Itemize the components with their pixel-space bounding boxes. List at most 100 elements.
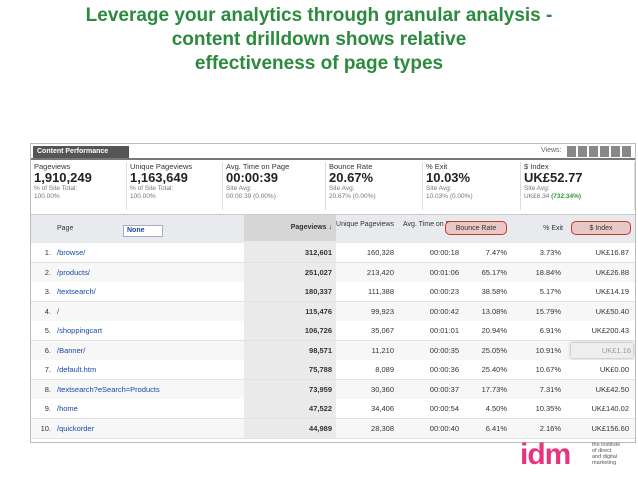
table-cell: 111,388 xyxy=(368,287,394,296)
table-cell: 00:00:40 xyxy=(429,423,459,433)
page-link[interactable]: /products/ xyxy=(57,267,90,277)
table-cell: 312,601 xyxy=(304,248,332,257)
table-cell: 30,360 xyxy=(371,384,394,394)
metric-sub: 100.00% xyxy=(130,193,156,200)
table-cell: 00:01:06 xyxy=(429,267,459,277)
column-header[interactable]: Bounce Rate xyxy=(445,221,507,235)
table-cell: 6.91% xyxy=(539,326,561,335)
metric-sub-line: 20.67% (0.00%) xyxy=(329,193,422,201)
table-cell: 6.41% xyxy=(485,423,507,433)
table-cell: 00:00:54 xyxy=(429,404,459,413)
table-cell: 18.84% xyxy=(535,267,561,277)
logo-line: of direct xyxy=(592,448,612,454)
metric-value: 10.03% xyxy=(426,170,471,185)
column-header[interactable]: % Exit xyxy=(543,225,563,232)
page-link[interactable]: /textsearch/ xyxy=(57,287,96,296)
summary-metric: $ Index UK£52.77 Site Avg: UK£6.34 (732.34%… xyxy=(521,162,635,210)
summary-metric: Pageviews 1,910,249% of Site Total: 100.00… xyxy=(31,162,127,210)
column-header[interactable]: Avg. Time on Page xyxy=(402,221,462,228)
table-row: 8. /textsearch?eSearch=Products 73,959 30,3… xyxy=(31,379,635,400)
metric-sub: % of Site Total: xyxy=(34,185,78,192)
metric-value: 20.67% xyxy=(329,170,374,185)
table-cell: 160,328 xyxy=(366,248,394,257)
sorted-column-bg xyxy=(244,340,336,360)
table-cell: 2.16% xyxy=(539,423,561,433)
column-header[interactable]: $ Index xyxy=(571,221,631,235)
column-header[interactable]: Pageviews ↓ xyxy=(244,215,336,241)
page-link[interactable]: /shoppingcart xyxy=(57,326,103,335)
sorted-column-bg xyxy=(244,262,336,282)
page-link[interactable]: /home xyxy=(57,404,78,413)
metric-sub-line: 10.03% (0.00%) xyxy=(426,193,520,201)
analytics-screenshot: Content Performance Views: Page None Pagev… xyxy=(30,143,636,443)
metric-sub: 00:00:39 (0.00%) xyxy=(226,193,276,200)
table-row: 7. /default.htm 75,788 8,089 00:00:36 25.40% 1… xyxy=(31,360,635,380)
table-cell: UK£200.43 xyxy=(591,326,629,335)
table-cell: UK£16.87 xyxy=(595,248,629,257)
metric-sub: Site Avg: xyxy=(524,185,550,192)
metric-sub-line: UK£6.34 (732.34%) xyxy=(524,193,634,201)
logo: idm the institute of direct and digital … xyxy=(520,438,632,476)
table-cell: 7.47% xyxy=(485,248,507,257)
table-cell: 00:00:36 xyxy=(429,365,459,374)
table-cell: 28,308 xyxy=(371,423,394,433)
table-cell: 4. xyxy=(44,306,51,316)
sorted-column-bg xyxy=(244,418,336,438)
table-row: 4. / 115,476 99,923 00:00:42 13.08% 15.79% UK£5… xyxy=(31,301,635,322)
table-header: Page None Pageviews ↓ Unique Pageviews Avg. … xyxy=(31,214,635,244)
metric-change: (732.34%) xyxy=(551,193,582,200)
metric-sub: Site Avg: xyxy=(426,185,452,192)
metric-label: Pageviews xyxy=(34,162,71,171)
table-cell: 10.35% xyxy=(535,404,561,413)
sorted-column-bg xyxy=(244,321,336,340)
metric-value: 00:00:39 xyxy=(226,170,279,185)
logo-line: the institute xyxy=(592,442,621,448)
metric-label: Bounce Rate xyxy=(329,162,373,171)
table-cell: 00:00:37 xyxy=(429,384,459,394)
page-link[interactable]: /quickorder xyxy=(57,423,95,433)
table-cell: UK£156.60 xyxy=(591,423,629,433)
table-cell: 98,571 xyxy=(309,345,332,355)
table-cell: 4.50% xyxy=(485,404,507,413)
logo-line: marketing xyxy=(592,460,617,466)
table-cell: 10.91% xyxy=(535,345,561,355)
table-cell: UK£26.88 xyxy=(595,267,629,277)
table-cell: 115,476 xyxy=(305,306,332,316)
title-line: effectiveness of page types xyxy=(194,53,444,74)
page-link[interactable]: / xyxy=(57,306,60,316)
table-cell: 251,027 xyxy=(304,267,332,277)
panel-tab[interactable]: Content Performance xyxy=(33,146,129,158)
page-link[interactable]: /browse/ xyxy=(57,248,86,257)
page-link[interactable]: /default.htm xyxy=(57,365,97,374)
table-cell: 9. xyxy=(44,404,51,413)
title-line: content drilldown shows relative xyxy=(171,29,467,50)
metric-value: 1,910,249 xyxy=(34,170,92,185)
column-header[interactable]: None xyxy=(123,225,163,237)
table-cell: 17.73% xyxy=(481,384,507,394)
table-row: 3. /textsearch/180,337 111,388 00:00:23 38.5… xyxy=(31,282,635,302)
page-link[interactable]: /Banner/ xyxy=(57,345,86,355)
summary-metric: % Exit 10.03% Site Avg: 10.03% (0.00%) xyxy=(423,162,521,210)
sorted-column-bg xyxy=(244,301,336,321)
panel-bar xyxy=(31,158,635,160)
table-cell: 3. xyxy=(44,287,51,296)
table-cell: UK£42.50 xyxy=(595,384,629,394)
table-cell: 15.79% xyxy=(535,306,561,316)
table-cell: 11,210 xyxy=(371,345,394,355)
table-cell: 47,522 xyxy=(309,404,332,413)
page-link[interactable]: /textsearch?eSearch=Products xyxy=(57,384,160,394)
logo-text: the institute of direct and digital mark… xyxy=(592,442,620,466)
table-cell: 8,089 xyxy=(375,365,394,374)
column-header[interactable]: Unique Pageviews xyxy=(336,221,394,228)
metric-sub-line: 100.00% xyxy=(34,193,126,201)
metric-sub: % of Site Total: xyxy=(130,185,174,192)
table-cell: 00:00:18 xyxy=(429,248,459,257)
table-cell: 106,726 xyxy=(304,326,332,335)
summary-metric: Unique Pageviews 1,163,649% of Site Total… xyxy=(127,162,223,210)
table-cell: 99,923 xyxy=(371,306,394,316)
column-header[interactable]: Page xyxy=(57,225,74,232)
view-icons[interactable] xyxy=(567,146,631,157)
table-cell: 5. xyxy=(44,326,51,335)
sorted-column-bg xyxy=(244,399,336,418)
